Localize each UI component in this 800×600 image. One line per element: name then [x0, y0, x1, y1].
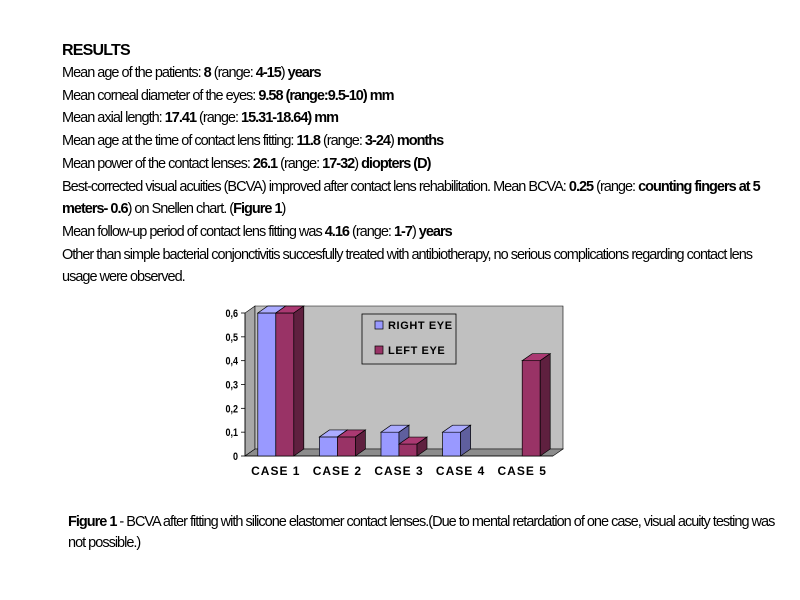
- results-text: 15.31-18.64) mm: [241, 110, 339, 127]
- results-text: counting fingers at 5 meters- 0.6: [62, 178, 761, 218]
- results-text: Best-corrected visual acuities (BCVA) im…: [62, 178, 569, 195]
- bar-side-face: [293, 305, 305, 457]
- results-text: 1-7: [393, 223, 413, 240]
- y-tick-label: 0,2: [225, 404, 238, 416]
- bar-side-face: [416, 436, 428, 457]
- y-tick-label: 0: [233, 451, 238, 463]
- results-line: Mean follow-up period of contact lens fi…: [62, 221, 782, 244]
- results-text: ): [411, 223, 419, 240]
- results-text: 8: [203, 65, 212, 81]
- results-line: Other than simple bacterial conjonctivit…: [62, 244, 782, 289]
- results-text: 9.58 (range:9.5-10) mm: [258, 87, 394, 104]
- results-text: Other than simple bacterial conjonctivit…: [62, 246, 753, 286]
- results-text: (range:: [593, 178, 639, 195]
- legend-label: RIGHT EYE: [388, 320, 453, 332]
- results-text: 26.1: [252, 155, 278, 172]
- y-tick-label: 0,6: [225, 308, 238, 320]
- bar-right-eye: [257, 312, 277, 457]
- bar-right-eye: [442, 431, 461, 457]
- results-text: Figure 1: [233, 201, 282, 218]
- results-text: ): [281, 201, 287, 218]
- results-text: Mean follow-up period of contact lens fi…: [62, 223, 325, 240]
- results-text: (range:: [210, 65, 256, 81]
- results-heading: RESULTS: [62, 42, 131, 59]
- results-text: 3-24: [364, 133, 391, 150]
- figure-caption: Figure 1 - BCVA after fitting with silic…: [68, 512, 783, 554]
- results-section: RESULTS Mean age of the patients: 8 (ran…: [62, 40, 782, 289]
- results-text: diopters (D): [361, 155, 431, 172]
- bar-left-eye: [521, 360, 541, 457]
- y-tick-label: 0,1: [225, 427, 238, 439]
- bar-left-eye: [275, 312, 295, 457]
- results-line: Mean age of the patients: 8 (range: 4-15…: [62, 62, 782, 85]
- results-line: Mean axial length: 17.41 (range: 15.31-1…: [62, 107, 782, 130]
- results-line: Mean power of the contact lenses: 26.1 (…: [62, 153, 782, 176]
- results-text: ) on Snellen chart. (: [127, 201, 235, 218]
- bar-side-face: [460, 424, 471, 457]
- y-tick-label: 0,4: [225, 356, 238, 368]
- results-text: (range:: [196, 110, 242, 127]
- x-tick-label: CASE 5: [498, 464, 547, 478]
- x-tick-label: CASE 1: [251, 464, 300, 478]
- results-text: years: [418, 223, 453, 240]
- results-text: (range:: [319, 133, 365, 150]
- bar-left-eye: [337, 436, 356, 457]
- bar-side-face: [539, 352, 551, 457]
- results-text: 17.41: [164, 110, 197, 127]
- results-text: (range:: [277, 155, 323, 172]
- results-text: (range:: [348, 223, 394, 240]
- results-text: ): [354, 155, 362, 172]
- results-list: Mean age of the patients: 8 (range: 4-15…: [62, 62, 782, 289]
- bar-right-eye: [380, 431, 400, 457]
- results-text: Mean power of the contact lenses:: [62, 155, 253, 172]
- results-text: months: [396, 133, 444, 150]
- results-text: 0.25: [568, 178, 594, 195]
- legend-swatch-left-eye: [374, 345, 384, 355]
- results-text: 17-32: [322, 155, 355, 172]
- figure-caption-text: - BCVA after fitting with silicone elast…: [68, 514, 775, 551]
- bar-left-eye: [398, 443, 418, 457]
- results-text: years: [287, 65, 322, 81]
- results-line: Mean corneal diameter of the eyes: 9.58 …: [62, 85, 782, 108]
- results-text: Mean age of the patients:: [62, 65, 204, 81]
- results-text: 11.8: [296, 133, 321, 150]
- x-tick-label: CASE 4: [436, 464, 485, 478]
- y-tick-label: 0,5: [225, 332, 238, 344]
- bar-side-face: [355, 429, 366, 457]
- legend-swatch-right-eye: [374, 320, 384, 330]
- x-tick-label: CASE 3: [374, 464, 423, 478]
- results-text: Mean corneal diameter of the eyes:: [62, 87, 259, 104]
- figure-caption-label: Figure 1: [68, 514, 117, 530]
- results-text: ): [280, 65, 288, 81]
- results-text: ): [389, 133, 397, 150]
- results-text: Mean axial length:: [62, 110, 165, 127]
- bar-right-eye: [319, 436, 338, 457]
- x-tick-label: CASE 2: [313, 464, 362, 478]
- y-tick-label: 0,3: [225, 380, 238, 392]
- results-text: 4.16: [324, 223, 350, 240]
- results-text: 4-15: [255, 65, 282, 81]
- legend-label: LEFT EYE: [388, 345, 445, 357]
- chart-side-wall: [244, 305, 256, 457]
- results-text: Mean age at the time of contact lens fit…: [62, 133, 297, 150]
- results-line: Mean age at the time of contact lens fit…: [62, 130, 782, 153]
- results-line: Best-corrected visual acuities (BCVA) im…: [62, 176, 782, 221]
